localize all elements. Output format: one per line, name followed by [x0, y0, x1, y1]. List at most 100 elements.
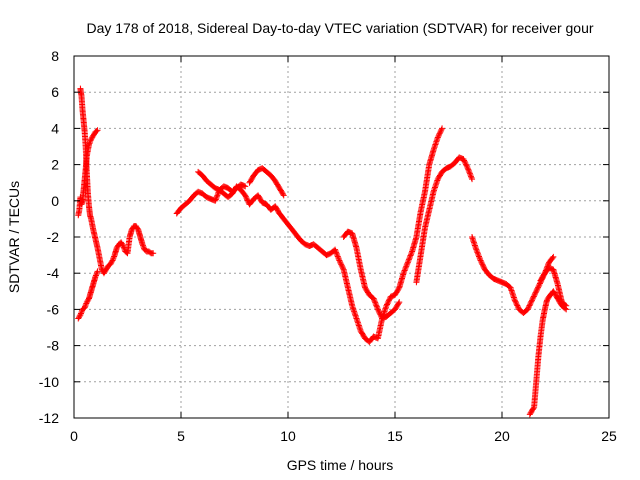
data-point	[541, 270, 548, 277]
data-point	[467, 172, 474, 179]
data-point	[375, 307, 382, 314]
data-point	[214, 192, 221, 199]
series-arc8	[413, 154, 476, 286]
data-point	[524, 306, 531, 313]
y-tick-label: 2	[51, 157, 59, 173]
series-arc2	[77, 85, 157, 277]
data-point	[407, 252, 414, 259]
data-point	[119, 241, 126, 248]
data-point	[462, 161, 469, 168]
y-tick-label: -6	[47, 301, 60, 317]
data-point	[333, 250, 340, 257]
data-point	[384, 301, 391, 308]
data-point	[477, 256, 484, 263]
data-point	[76, 313, 83, 320]
data-point	[514, 302, 521, 309]
data-point	[94, 268, 101, 275]
data-point	[528, 297, 535, 304]
x-tick-label: 0	[70, 428, 78, 444]
data-point	[435, 133, 442, 140]
data-point	[400, 270, 407, 277]
data-point	[214, 191, 221, 198]
series-arc9	[469, 234, 570, 317]
data-point	[77, 310, 84, 317]
data-point	[335, 256, 342, 263]
y-axis-label: SDTVAR / TECUs	[6, 181, 22, 293]
data-point	[111, 253, 118, 260]
data-point	[542, 268, 549, 275]
data-point	[544, 263, 551, 270]
data-point	[475, 252, 482, 259]
data-point	[338, 261, 345, 268]
data-point	[528, 298, 535, 305]
data-point	[108, 258, 115, 265]
data-point	[372, 300, 379, 307]
data-point	[434, 134, 441, 141]
x-tick-label: 20	[494, 428, 510, 444]
data-point	[530, 405, 537, 412]
data-point	[339, 263, 346, 270]
y-tick-label: -2	[47, 229, 60, 245]
data-point	[526, 302, 533, 309]
data-point	[462, 160, 469, 167]
data-point	[82, 303, 89, 310]
data-point	[474, 250, 481, 257]
x-tick-label: 10	[280, 428, 296, 444]
data-point	[543, 266, 550, 273]
data-point	[477, 257, 484, 264]
data-point	[139, 241, 146, 248]
y-tick-label: -4	[47, 265, 60, 281]
data-point	[371, 296, 378, 303]
data-point	[465, 167, 472, 174]
data-point	[550, 253, 557, 260]
data-point	[77, 311, 84, 318]
x-tick-label: 5	[177, 428, 185, 444]
data-point	[404, 259, 411, 266]
data-point	[371, 298, 378, 305]
data-point	[94, 127, 101, 134]
data-point	[480, 263, 487, 270]
data-point	[333, 249, 340, 256]
data-point	[408, 251, 415, 258]
data-point	[469, 176, 476, 183]
data-point	[541, 271, 548, 278]
data-point	[514, 303, 521, 310]
data-point	[474, 249, 481, 256]
data-point	[376, 310, 383, 317]
data-point	[533, 288, 540, 295]
data-point	[527, 301, 534, 308]
data-point	[385, 298, 392, 305]
data-point	[562, 305, 569, 312]
data-point	[372, 299, 379, 306]
series-arc3	[75, 268, 101, 322]
data-point	[531, 292, 538, 299]
x-tick-label: 25	[601, 428, 617, 444]
data-point	[439, 125, 446, 132]
data-point	[530, 293, 537, 300]
data-point	[336, 258, 343, 265]
data-point	[374, 306, 381, 313]
data-point	[213, 195, 220, 202]
data-point	[478, 258, 485, 265]
data-point	[437, 129, 444, 136]
data-point	[465, 166, 472, 173]
x-axis-label: GPS time / hours	[287, 457, 394, 473]
data-point	[436, 131, 443, 138]
data-point	[83, 300, 90, 307]
data-point	[93, 271, 100, 278]
data-point	[81, 304, 88, 311]
data-point	[545, 262, 552, 269]
data-point	[212, 197, 219, 204]
data-point	[332, 248, 339, 255]
data-point	[373, 302, 380, 309]
data-point	[532, 289, 539, 296]
data-point	[406, 255, 413, 262]
data-point	[473, 248, 480, 255]
data-point	[242, 183, 249, 190]
data-point	[334, 253, 341, 260]
data-point	[373, 303, 380, 310]
data-point	[535, 283, 542, 290]
data-point	[213, 193, 220, 200]
data-point	[402, 264, 409, 271]
data-point	[512, 298, 519, 305]
